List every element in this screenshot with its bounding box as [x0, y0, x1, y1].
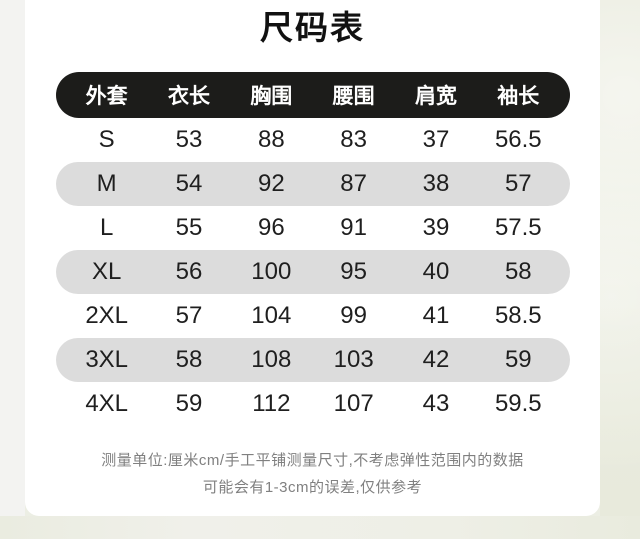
value-cell: 99 — [340, 302, 367, 329]
value-cell: 95 — [340, 258, 367, 285]
value-cell: 53 — [175, 126, 203, 153]
size-cell: 3XL — [85, 346, 129, 373]
value-cell: 39 — [422, 214, 450, 241]
header-cell-bust: 胸围 — [250, 85, 293, 108]
value-cell: 87 — [340, 170, 367, 197]
header-cell-garment: 外套 — [85, 85, 128, 108]
value-cell: 91 — [340, 214, 367, 241]
value-cell: 59 — [504, 346, 532, 373]
table-row: 3XL 58 108 103 42 59 — [55, 338, 570, 382]
table-row: XL 56 100 95 40 58 — [55, 250, 570, 294]
header-cell-sleeve: 袖长 — [497, 85, 540, 108]
value-cell: 56.5 — [494, 126, 542, 153]
size-cell: XL — [91, 258, 122, 285]
page-background-bottom — [0, 516, 640, 539]
measurement-note: 测量单位:厘米cm/手工平铺测量尺寸,不考虑弹性范围内的数据 可能会有1-3cm… — [25, 447, 600, 501]
value-cell: 57 — [504, 170, 532, 197]
table-row: S 53 88 83 37 56.5 — [56, 118, 570, 162]
page-background-right — [600, 0, 640, 539]
value-cell: 103 — [333, 346, 374, 373]
value-cell: 92 — [257, 170, 285, 197]
value-cell: 96 — [257, 214, 285, 241]
value-cell: 38 — [422, 170, 450, 197]
measurement-note-line2: 可能会有1-3cm的误差,仅供参考 — [202, 479, 423, 496]
value-cell: 43 — [422, 390, 450, 417]
table-row: 2XL 57 104 99 41 58.5 — [56, 294, 570, 338]
value-cell: 56 — [175, 258, 203, 285]
value-cell: 37 — [422, 126, 450, 153]
value-cell: 107 — [333, 390, 374, 417]
measurement-note-line1: 测量单位:厘米cm/手工平铺测量尺寸,不考虑弹性范围内的数据 — [101, 452, 524, 469]
value-cell: 57.5 — [494, 214, 542, 241]
size-cell: M — [96, 170, 117, 197]
table-header-row: 外套 衣长 胸围 腰围 肩宽 袖长 — [55, 72, 570, 118]
value-cell: 58 — [504, 258, 532, 285]
header-cell-length: 衣长 — [167, 85, 210, 108]
header-cell-shoulder: 肩宽 — [414, 85, 457, 108]
page-background-left — [0, 0, 25, 516]
value-cell: 40 — [422, 258, 450, 285]
page-title: 尺码表 — [260, 9, 365, 46]
size-table: 外套 衣长 胸围 腰围 肩宽 袖长 S 53 88 83 37 56.5 M 5… — [55, 72, 570, 426]
size-chart-card: 尺码表 外套 衣长 胸围 腰围 肩宽 袖长 S 53 88 83 37 56.5… — [25, 0, 600, 516]
value-cell: 59 — [175, 390, 203, 417]
value-cell: 55 — [175, 214, 203, 241]
value-cell: 112 — [252, 390, 291, 417]
size-cell: S — [98, 126, 115, 153]
value-cell: 42 — [422, 346, 450, 373]
value-cell: 54 — [175, 170, 203, 197]
size-cell: L — [99, 214, 114, 241]
value-cell: 59.5 — [494, 390, 542, 417]
size-cell: 2XL — [85, 302, 129, 329]
size-cell: 4XL — [85, 390, 129, 417]
value-cell: 104 — [251, 302, 292, 329]
value-cell: 58.5 — [494, 302, 542, 329]
value-cell: 100 — [251, 258, 292, 285]
value-cell: 83 — [340, 126, 367, 153]
value-cell: 57 — [175, 302, 203, 329]
header-cell-waist: 腰围 — [332, 85, 375, 108]
value-cell: 58 — [175, 346, 203, 373]
value-cell: 88 — [257, 126, 285, 153]
table-row: L 55 96 91 39 57.5 — [56, 206, 570, 250]
value-cell: 41 — [422, 302, 450, 329]
value-cell: 108 — [251, 346, 292, 373]
table-row: 4XL 59 112 107 43 59.5 — [56, 382, 570, 426]
table-row: M 54 92 87 38 57 — [55, 162, 570, 206]
